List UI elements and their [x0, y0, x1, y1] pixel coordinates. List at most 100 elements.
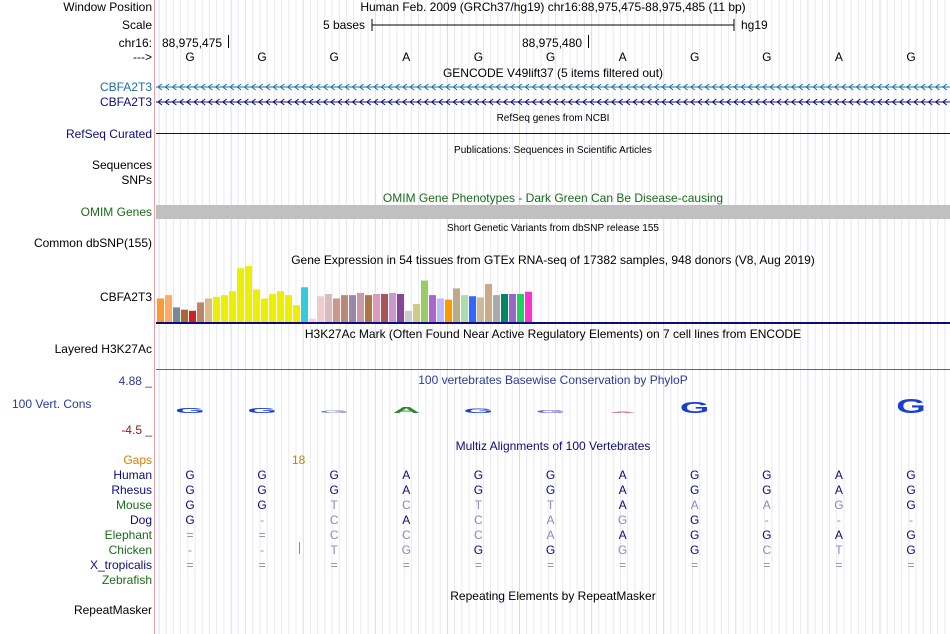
gtex-tissue-bar[interactable] — [341, 295, 348, 322]
gtex-tissue-bar[interactable] — [213, 296, 220, 322]
strand-arrow — [531, 83, 537, 91]
alignment-base: G — [473, 483, 484, 497]
gtex-tissue-bar[interactable] — [421, 280, 428, 322]
strand-arrow — [668, 83, 674, 91]
h3k27ac-label[interactable]: Layered H3K27Ac — [54, 342, 152, 356]
dbsnp-label[interactable]: Common dbSNP(155) — [33, 236, 152, 250]
gtex-tissue-bar[interactable] — [301, 287, 308, 322]
publications-snps-label[interactable]: SNPs — [121, 173, 152, 187]
gtex-label[interactable]: CBFA2T3 — [99, 290, 152, 304]
strand-arrow — [661, 83, 667, 91]
omim-gene-bar[interactable] — [156, 205, 950, 219]
gtex-tissue-bar[interactable] — [309, 318, 316, 322]
strand-arrow — [653, 83, 660, 91]
phylop-logo-letter: G — [536, 409, 566, 414]
gtex-tissue-bar[interactable] — [277, 291, 284, 322]
phylop-logo-letter: G — [464, 407, 494, 414]
gtex-tissue-bar[interactable] — [237, 268, 244, 322]
gtex-tissue-bar[interactable] — [373, 294, 380, 322]
gtex-tissue-bar[interactable] — [229, 291, 236, 322]
window-position-label: Window Position — [63, 0, 152, 14]
gtex-tissue-bar[interactable] — [477, 297, 484, 322]
phylop-logo-letter: G — [319, 410, 349, 414]
gtex-tissue-bar[interactable] — [381, 294, 388, 322]
gtex-tissue-bar[interactable] — [245, 266, 252, 322]
gtex-tissue-bar[interactable] — [269, 294, 276, 322]
gtex-tissue-bar[interactable] — [389, 292, 396, 322]
gtex-tissue-bar[interactable] — [261, 298, 268, 322]
gtex-tissue-bar[interactable] — [525, 291, 532, 322]
gtex-bar-chart[interactable] — [156, 266, 950, 324]
species-label[interactable]: Mouse — [115, 498, 152, 512]
alignment-base: G — [185, 483, 195, 497]
gtex-tissue-bar[interactable] — [405, 310, 412, 322]
gtex-tissue-bar[interactable] — [501, 294, 508, 322]
strand-arrow — [488, 83, 494, 91]
strand-arrow — [941, 98, 948, 106]
gtex-tissue-bar[interactable] — [349, 295, 356, 322]
gtex-tissue-bar[interactable] — [365, 295, 372, 322]
gencode-item-label[interactable]: CBFA2T3 — [99, 80, 152, 94]
gtex-tissue-bar[interactable] — [173, 307, 180, 322]
phylop-label[interactable]: 100 Vert. Cons — [12, 397, 92, 411]
gtex-tissue-bar[interactable] — [197, 302, 204, 322]
gtex-tissue-bar[interactable] — [437, 298, 444, 322]
species-label[interactable]: X_tropicalis — [89, 558, 152, 572]
gencode-transcripts[interactable] — [156, 80, 950, 110]
strand-arrow — [164, 98, 170, 106]
species-label[interactable]: Elephant — [104, 528, 152, 542]
gtex-tissue-bar[interactable] — [509, 294, 516, 322]
strand-arrow — [481, 98, 487, 106]
gtex-tissue-bar[interactable] — [293, 305, 300, 322]
gtex-tissue-bar[interactable] — [453, 288, 460, 322]
gtex-tissue-bar[interactable] — [333, 298, 340, 322]
gtex-tissue-bar[interactable] — [253, 289, 260, 322]
gtex-tissue-bar[interactable] — [189, 310, 196, 322]
strand-arrow — [387, 83, 393, 91]
strand-arrow — [884, 83, 890, 91]
strand-arrow — [517, 98, 523, 106]
alignment-base: T — [330, 543, 338, 557]
gtex-tissue-bar[interactable] — [461, 295, 468, 322]
gtex-tissue-bar[interactable] — [357, 292, 364, 322]
alignment-base: = — [330, 558, 338, 572]
strand-arrow — [466, 83, 472, 91]
refseq-transcript-line[interactable] — [156, 133, 950, 134]
species-label[interactable]: Dog — [129, 513, 152, 527]
strand-arrow — [769, 83, 775, 91]
gtex-tissue-bar[interactable] — [397, 294, 404, 322]
omim-label[interactable]: OMIM Genes — [80, 205, 152, 219]
gtex-tissue-bar[interactable] — [469, 296, 476, 322]
strand-arrow — [661, 98, 667, 106]
strand-arrow — [538, 83, 544, 91]
gtex-tissue-bar[interactable] — [205, 298, 212, 322]
gtex-tissue-bar[interactable] — [485, 283, 492, 322]
gtex-tissue-bar[interactable] — [325, 294, 332, 322]
gencode-item-label[interactable]: CBFA2T3 — [99, 95, 152, 109]
alignment-base: = — [474, 558, 482, 572]
gtex-tissue-bar[interactable] — [493, 295, 500, 322]
window-position-text[interactable]: Human Feb. 2009 (GRCh37/hg19) chr16:88,9… — [360, 0, 746, 14]
publications-sequences-label[interactable]: Sequences — [91, 158, 152, 172]
repeatmasker-label[interactable]: RepeatMasker — [73, 603, 152, 617]
strand-arrow — [229, 98, 235, 106]
species-label[interactable]: Human — [113, 468, 152, 482]
refseq-label[interactable]: RefSeq Curated — [65, 127, 152, 141]
gtex-tissue-bar[interactable] — [221, 295, 228, 322]
species-label[interactable]: Chicken — [108, 543, 152, 557]
reference-base: G — [906, 50, 916, 64]
gtex-tissue-bar[interactable] — [285, 295, 292, 322]
gtex-tissue-bar[interactable] — [517, 294, 524, 322]
gtex-tissue-bar[interactable] — [413, 304, 420, 322]
gtex-tissue-bar[interactable] — [165, 295, 172, 322]
gtex-tissue-bar[interactable] — [445, 299, 452, 322]
species-label[interactable]: Rhesus — [111, 483, 152, 497]
gtex-tissue-bar[interactable] — [317, 296, 324, 322]
gtex-tissue-bar[interactable] — [429, 295, 436, 322]
gtex-tissue-bar[interactable] — [181, 309, 188, 322]
species-label[interactable]: Zebrafish — [101, 573, 152, 587]
strand-arrow — [639, 83, 645, 91]
gaps-label[interactable]: Gaps — [123, 453, 152, 467]
gtex-tissue-bar[interactable] — [157, 298, 164, 322]
